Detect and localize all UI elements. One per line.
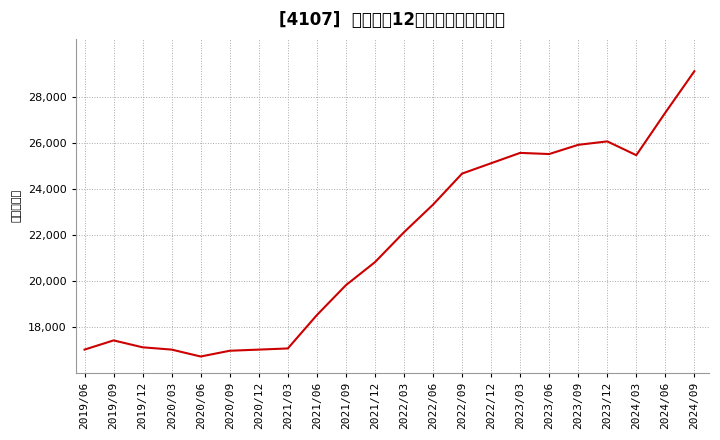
Y-axis label: （百万円）: （百万円） bbox=[11, 189, 21, 222]
Title: [4107]  売上高の12か月移動合計の推移: [4107] 売上高の12か月移動合計の推移 bbox=[279, 11, 505, 29]
